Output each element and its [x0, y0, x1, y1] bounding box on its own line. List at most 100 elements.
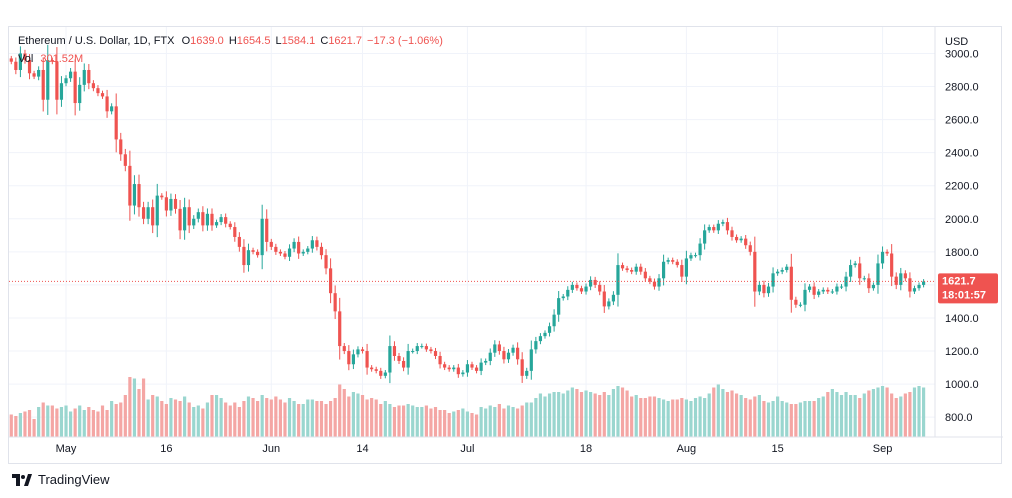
- candle[interactable]: [173, 194, 178, 214]
- candle[interactable]: [137, 174, 141, 217]
- candle[interactable]: [64, 75, 68, 87]
- candle[interactable]: [187, 199, 191, 234]
- candle[interactable]: [625, 265, 629, 273]
- candle[interactable]: [91, 80, 95, 92]
- candle[interactable]: [324, 249, 328, 275]
- symbol-title[interactable]: Ethereum / U.S. Dollar, 1D, FTX: [18, 35, 175, 47]
- candle[interactable]: [734, 234, 739, 243]
- candle[interactable]: [538, 333, 543, 345]
- time-axis[interactable]: May 16 Jun 14 Jul 18 Aug 15 Sep: [56, 443, 893, 455]
- candle[interactable]: [703, 224, 707, 250]
- candle[interactable]: [18, 46, 23, 78]
- candle[interactable]: [849, 259, 853, 283]
- candle[interactable]: [46, 44, 50, 115]
- candle[interactable]: [785, 264, 789, 273]
- last-price-badge[interactable]: 1621.7 18:01:57: [938, 273, 998, 304]
- candle[interactable]: [151, 199, 155, 234]
- candle[interactable]: [443, 361, 447, 371]
- candle[interactable]: [725, 217, 730, 235]
- candle[interactable]: [488, 348, 492, 366]
- candle[interactable]: [310, 236, 314, 253]
- candle[interactable]: [493, 340, 497, 357]
- candle[interactable]: [370, 365, 374, 372]
- candle[interactable]: [899, 267, 903, 291]
- candle[interactable]: [880, 246, 885, 269]
- candle[interactable]: [566, 286, 570, 301]
- candle[interactable]: [41, 58, 45, 112]
- candle[interactable]: [826, 287, 830, 294]
- candle[interactable]: [744, 234, 748, 249]
- candle[interactable]: [447, 365, 451, 372]
- candle[interactable]: [383, 370, 387, 379]
- candle[interactable]: [748, 241, 752, 256]
- candle[interactable]: [652, 278, 657, 290]
- candle[interactable]: [73, 59, 77, 116]
- candle[interactable]: [474, 365, 479, 374]
- candle[interactable]: [871, 282, 876, 291]
- candle[interactable]: [611, 291, 616, 306]
- candle[interactable]: [315, 236, 319, 251]
- candle[interactable]: [730, 226, 734, 241]
- candle[interactable]: [242, 239, 246, 273]
- candle[interactable]: [452, 365, 456, 372]
- candle[interactable]: [817, 289, 821, 298]
- chart-frame[interactable]: USD 3000.0 2800.0 2600.0 2400.0 2200.0 2000.0…: [8, 26, 1003, 464]
- candle[interactable]: [146, 201, 150, 225]
- candle[interactable]: [301, 249, 305, 256]
- candle[interactable]: [319, 242, 324, 260]
- candle[interactable]: [680, 259, 684, 283]
- candle[interactable]: [634, 263, 638, 275]
- candle[interactable]: [59, 76, 64, 107]
- candle[interactable]: [716, 220, 720, 234]
- candle[interactable]: [219, 214, 223, 226]
- candle[interactable]: [534, 336, 538, 354]
- candle[interactable]: [169, 193, 173, 216]
- candle[interactable]: [392, 341, 397, 361]
- candle[interactable]: [803, 283, 807, 312]
- candle[interactable]: [265, 209, 269, 252]
- candle[interactable]: [776, 269, 780, 276]
- candle[interactable]: [388, 335, 392, 384]
- candle[interactable]: [141, 201, 146, 225]
- candle[interactable]: [707, 224, 711, 233]
- candle[interactable]: [283, 251, 287, 260]
- candle[interactable]: [411, 348, 415, 354]
- candle[interactable]: [105, 89, 109, 118]
- candle[interactable]: [351, 349, 355, 370]
- candle[interactable]: [429, 346, 433, 354]
- candle[interactable]: [269, 238, 273, 250]
- candle[interactable]: [908, 272, 912, 298]
- candle[interactable]: [789, 253, 793, 313]
- candle[interactable]: [693, 252, 698, 258]
- candle[interactable]: [830, 289, 834, 294]
- candle[interactable]: [812, 282, 816, 300]
- candle[interactable]: [589, 276, 593, 291]
- candle[interactable]: [689, 252, 693, 261]
- candle[interactable]: [87, 64, 91, 90]
- candle[interactable]: [593, 276, 597, 288]
- candle[interactable]: [561, 293, 565, 301]
- candle[interactable]: [862, 275, 866, 281]
- candle[interactable]: [228, 221, 232, 230]
- candle[interactable]: [9, 55, 13, 65]
- candle[interactable]: [401, 357, 406, 372]
- candle[interactable]: [579, 285, 584, 294]
- candle[interactable]: [397, 352, 401, 365]
- candle[interactable]: [698, 238, 702, 261]
- candle[interactable]: [100, 90, 105, 99]
- candle[interactable]: [520, 352, 524, 383]
- candle[interactable]: [328, 258, 333, 304]
- candle[interactable]: [379, 367, 383, 379]
- candle[interactable]: [347, 345, 351, 371]
- candle[interactable]: [420, 343, 424, 349]
- candle[interactable]: [666, 257, 670, 265]
- candle[interactable]: [214, 219, 219, 228]
- candle[interactable]: [55, 47, 59, 115]
- candle[interactable]: [78, 77, 82, 111]
- candle[interactable]: [506, 349, 511, 363]
- candle[interactable]: [552, 309, 556, 332]
- candle[interactable]: [607, 298, 611, 310]
- candle[interactable]: [14, 57, 18, 75]
- candle[interactable]: [178, 200, 182, 240]
- candle[interactable]: [511, 344, 515, 356]
